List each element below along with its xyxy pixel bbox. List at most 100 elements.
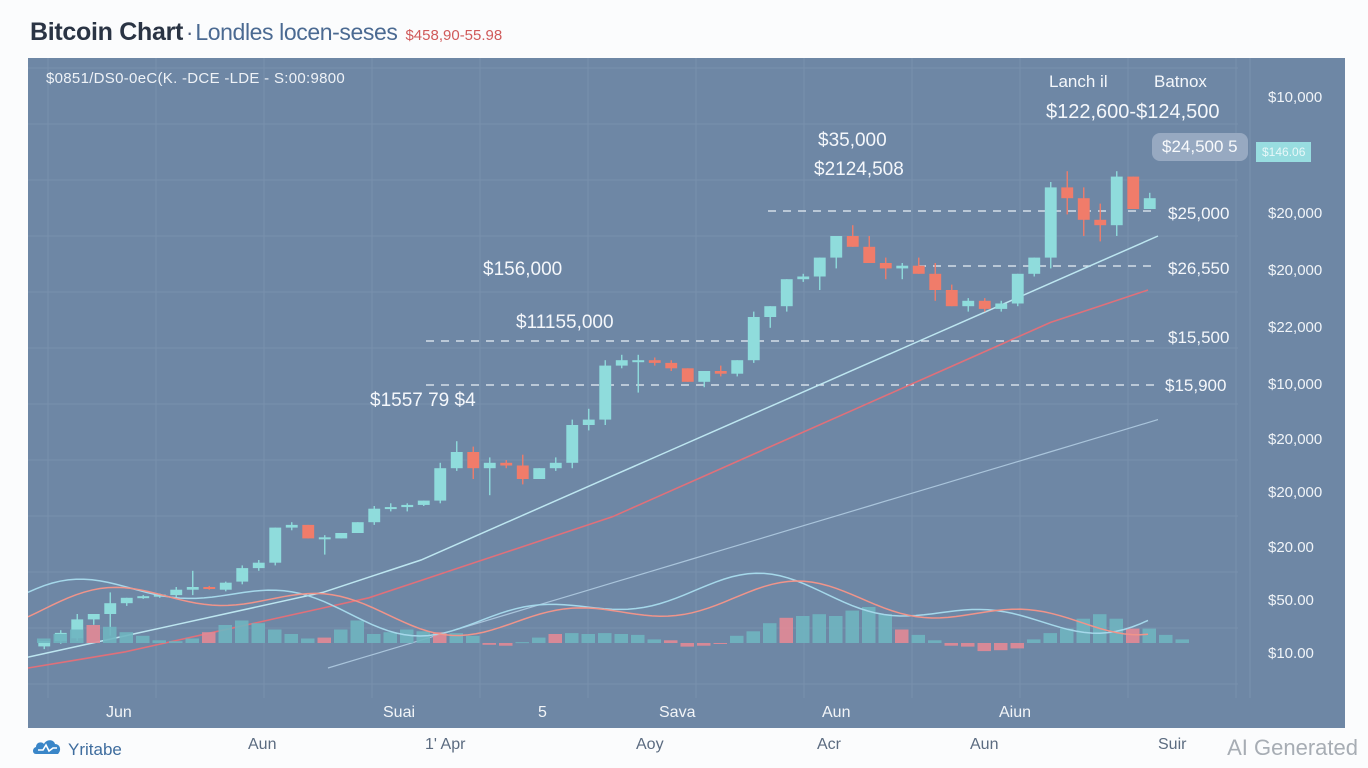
chart-title-row: Bitcoin Chart · Londles locen-seses $458… (30, 18, 502, 50)
macd-bar (548, 634, 562, 643)
candle-body (698, 371, 711, 382)
x-tick-outer: Aun (248, 736, 277, 753)
brand-name: Yritabe (68, 739, 122, 759)
x-tick-inner: Sava (659, 704, 696, 721)
macd-bar (1043, 633, 1057, 643)
current-price-tag: $146.06 (1256, 142, 1312, 162)
left-high-label-2: $11155,000 (516, 312, 614, 333)
macd-bar (1159, 634, 1173, 643)
candle-body (219, 582, 232, 590)
macd-bar (515, 642, 529, 644)
macd-bar (1060, 628, 1074, 643)
macd-bar (895, 629, 909, 643)
macd-bar (829, 616, 843, 643)
x-tick-outer: Acr (817, 736, 841, 753)
mid-high-label-1: $35,000 (818, 130, 887, 151)
candle-body (236, 568, 249, 582)
macd-bar (218, 625, 232, 643)
macd-bar (317, 637, 331, 643)
macd-bar (268, 629, 282, 643)
macd-bar (1027, 639, 1041, 643)
candle-body (516, 465, 529, 479)
candle-body (929, 273, 942, 290)
candle-body (566, 425, 579, 463)
macd-bar (383, 632, 397, 643)
macd-bar (350, 620, 364, 643)
macd-bar (251, 623, 265, 643)
chart-panel[interactable]: $0851/DS0-0eC(K. -DCE -LDE - S:00:9800 L… (28, 58, 1345, 728)
macd-bar (812, 614, 826, 643)
macd-bar (1126, 628, 1140, 643)
macd-bar (911, 634, 925, 643)
candle-body (351, 522, 364, 533)
brand-logo[interactable]: Yritabe (32, 738, 122, 761)
macd-bar (878, 614, 892, 643)
candle-body (87, 614, 100, 620)
ma-slow-line (28, 289, 1149, 669)
macd-bar (961, 643, 975, 647)
macd-bar (334, 629, 348, 643)
macd-bar (152, 640, 166, 643)
candle-body (813, 257, 826, 277)
candle-body (335, 533, 348, 539)
candle-body (978, 300, 991, 309)
macd-bar (779, 617, 793, 643)
candle-body (830, 236, 843, 258)
macd-bar (284, 634, 298, 643)
candle-body (962, 300, 975, 307)
candle-body (384, 507, 397, 510)
candle-body (764, 306, 777, 317)
peak-range-label: $122,600-$124,500 (1046, 101, 1220, 123)
candle-body (120, 597, 133, 604)
macd-bar (614, 634, 628, 643)
chart-title: Bitcoin Chart (30, 18, 184, 46)
candle-body (995, 303, 1008, 309)
macd-bar (697, 643, 711, 646)
macd-bar (730, 635, 744, 643)
chart-subtitle: Londles locen-seses (195, 19, 398, 45)
candle-body (401, 504, 414, 508)
macd-bar (680, 643, 694, 647)
level-label: $15,900 (1165, 376, 1227, 395)
macd-bar (499, 643, 513, 646)
macd-bar (53, 634, 67, 643)
candlestick-chart[interactable] (28, 58, 1345, 728)
macd-line (28, 572, 1149, 637)
macd-bar (532, 637, 546, 643)
candle-body (615, 360, 628, 366)
macd-bar (994, 643, 1008, 651)
macd-bar (1175, 639, 1189, 643)
macd-bar (565, 633, 579, 643)
y-tick: $22,000 (1268, 319, 1323, 336)
macd-bar (37, 638, 51, 643)
y-tick: $20,000 (1268, 484, 1323, 501)
candle-body (846, 236, 859, 247)
macd-bar (862, 607, 876, 643)
macd-bar (70, 629, 84, 643)
macd-bar (944, 643, 958, 646)
candle-body (1061, 187, 1074, 199)
macd-bar (103, 626, 117, 643)
macd-bar (119, 632, 133, 643)
macd-bar (202, 632, 216, 643)
macd-bar (928, 640, 942, 643)
macd-bar (763, 623, 777, 643)
candle-body (137, 596, 150, 599)
candle-body (483, 462, 496, 469)
candle-body (170, 589, 183, 596)
macd-bar (631, 634, 645, 643)
candle-body (731, 360, 744, 374)
candle-body (863, 246, 876, 263)
macd-bar (977, 643, 991, 652)
macd-bar (86, 625, 100, 643)
macd-bar (169, 641, 183, 643)
macd-bar (845, 610, 859, 643)
candle-body (549, 462, 562, 469)
ticker-info: $0851/DS0-0eC(K. -DCE -LDE - S:00:9800 (46, 70, 346, 87)
macd-bar (713, 643, 727, 644)
level-label: $25,000 (1168, 204, 1230, 223)
macd-bar (416, 631, 430, 643)
macd-bar (400, 629, 414, 643)
candle-body (318, 537, 331, 540)
macd-bar (235, 620, 249, 643)
